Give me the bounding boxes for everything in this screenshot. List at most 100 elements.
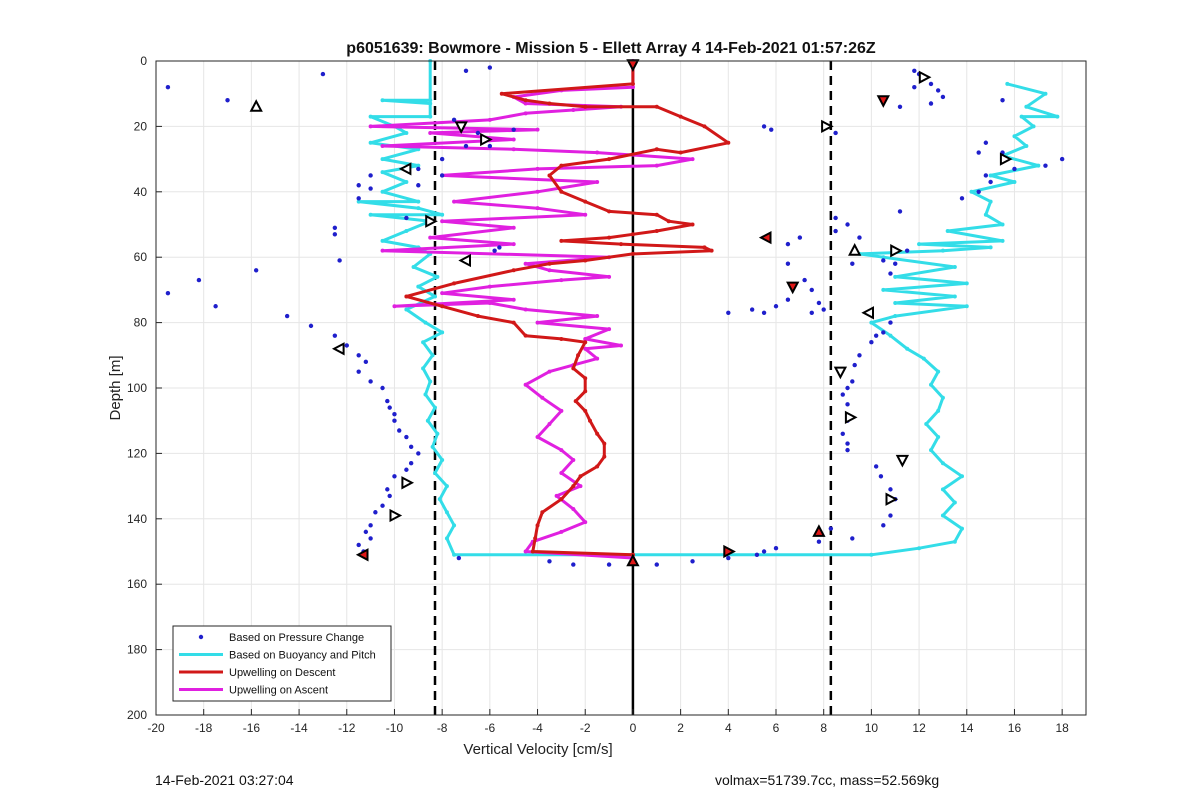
series-vertex: [428, 98, 433, 103]
x-tick-label: -4: [532, 721, 543, 735]
series-vertex: [654, 163, 659, 168]
y-tick-label: 200: [127, 708, 147, 722]
series-vertex: [1000, 222, 1005, 227]
x-tick-label: 2: [677, 721, 684, 735]
pressure-change-point: [332, 333, 338, 338]
series-vertex: [702, 245, 707, 250]
series-vertex: [571, 108, 576, 113]
pressure-change-point: [1012, 166, 1017, 172]
triangle-marker: [876, 95, 890, 108]
y-tick-label: 0: [140, 54, 147, 68]
series-vertex: [416, 163, 421, 168]
series-vertex: [499, 91, 504, 96]
series-vertex: [607, 235, 612, 240]
pressure-change-point: [368, 536, 373, 541]
series-vertex: [523, 382, 528, 387]
triangle-marker: [918, 70, 932, 84]
pressure-change-point: [387, 493, 392, 499]
pressure-change-point: [761, 124, 767, 129]
pressure-change-point: [976, 150, 981, 155]
legend: Based on Pressure Change Based on Buoyanc…: [172, 625, 392, 702]
series-vertex: [404, 229, 409, 234]
pressure-change-point: [439, 173, 445, 178]
pressure-change-point: [988, 179, 993, 185]
series-vertex: [969, 189, 974, 194]
x-tick-label: 6: [773, 721, 780, 735]
pressure-change-point: [344, 343, 349, 348]
pressure-change-point: [893, 261, 898, 266]
series-vertex: [428, 130, 433, 135]
pressure-change-point: [439, 156, 445, 162]
series-vertex: [554, 493, 559, 498]
pressure-change-point: [940, 94, 946, 100]
x-tick-label: -12: [338, 721, 356, 735]
series-vertex: [945, 229, 950, 234]
series-vertex: [547, 101, 552, 106]
series-vertex: [678, 150, 683, 155]
pressure-change-point: [392, 411, 397, 417]
series-vertex: [435, 431, 440, 436]
series-vertex: [535, 206, 540, 211]
series-vertex: [630, 85, 635, 90]
series-vertex: [936, 369, 941, 374]
x-tick-label: -14: [290, 721, 308, 735]
triangle-marker: [885, 492, 899, 506]
triangle-marker: [355, 548, 369, 562]
series-vertex: [433, 294, 437, 299]
triangle-marker: [786, 281, 800, 295]
x-tick-label: 18: [1055, 721, 1069, 735]
series-vertex: [487, 300, 492, 305]
triangle-marker: [999, 152, 1013, 166]
y-tick-label: 120: [127, 446, 147, 460]
pressure-change-point: [928, 101, 934, 106]
series-vertex: [630, 232, 635, 237]
series-vertex: [533, 536, 538, 541]
triangle-marker: [480, 132, 493, 147]
pressure-change-point: [976, 189, 981, 194]
pressure-change-point: [785, 261, 791, 266]
triangle-marker: [458, 253, 471, 268]
series-vertex: [559, 408, 564, 413]
pressure-change-point: [463, 68, 469, 74]
series-vertex: [452, 523, 457, 528]
pressure-change-point: [356, 196, 361, 201]
series-vertex: [936, 408, 941, 413]
series-vertex: [547, 173, 552, 178]
series-vertex: [368, 114, 373, 119]
series-vertex: [940, 513, 945, 518]
series-vertex: [964, 281, 969, 286]
series-vertex: [404, 294, 409, 299]
footer-timestamp: 14-Feb-2021 03:27:04: [155, 772, 294, 788]
series-vertex: [726, 140, 731, 145]
pressure-change-point: [809, 287, 814, 293]
series-vertex: [630, 251, 635, 256]
pressure-change-point: [463, 143, 469, 149]
y-tick-label: 100: [127, 381, 147, 395]
pressure-change-point: [373, 510, 378, 515]
footer-volume-mass: volmax=51739.7cc, mass=52.569kg: [715, 772, 940, 788]
pressure-change-point: [828, 526, 834, 531]
pressure-change-point: [797, 235, 803, 240]
series-vertex: [433, 405, 437, 410]
series-vertex: [702, 124, 707, 129]
pressure-change-point: [881, 258, 886, 263]
series-vertex: [380, 157, 385, 162]
pressure-change-point: [749, 307, 755, 312]
pressure-change-point: [487, 65, 493, 70]
triangle-marker: [249, 99, 263, 112]
pressure-change-point: [754, 552, 760, 557]
pressure-change-point: [888, 487, 893, 492]
series-vertex: [678, 114, 683, 119]
triangle-marker: [848, 243, 862, 256]
series-vertex: [576, 353, 581, 358]
series-vertex: [356, 199, 361, 204]
pressure-change-point: [380, 385, 385, 391]
series-vertex: [936, 435, 941, 440]
series-vertex: [709, 248, 714, 253]
series-vertex: [511, 297, 516, 302]
series-vertex: [440, 304, 445, 309]
series-vertex: [571, 506, 576, 511]
series-vertex: [511, 268, 516, 273]
series-vertex: [917, 546, 922, 551]
